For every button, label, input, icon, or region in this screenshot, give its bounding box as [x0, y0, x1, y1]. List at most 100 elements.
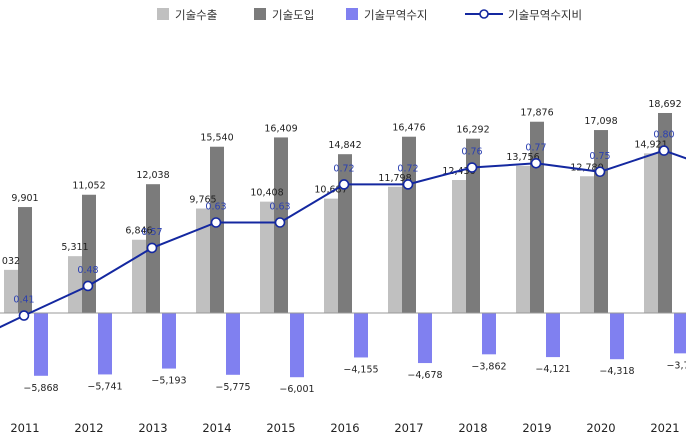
ratio-point-2012: [82, 280, 94, 292]
label-balance-2018: −3,862: [471, 361, 506, 372]
x-tick-2021: 2021: [650, 421, 679, 435]
bar-import-2011: [18, 207, 32, 313]
bar-export-2021: [644, 153, 658, 313]
label-export-2014: 9,765: [189, 195, 216, 206]
ratio-label-2019: 0.77: [525, 142, 546, 153]
legend-swatch-2: [346, 8, 358, 20]
label-balance-2016: −4,155: [343, 364, 378, 375]
bar-import-2014: [210, 146, 224, 313]
x-tick-2018: 2018: [458, 421, 487, 435]
label-import-2014: 15,540: [200, 133, 233, 144]
ratio-point-2017: [402, 179, 414, 190]
label-export-2016: 10,687: [314, 185, 347, 196]
legend-swatch-0: [157, 8, 169, 20]
bar-balance-2017: [418, 313, 432, 364]
ratio-label-2012: 0.48: [77, 265, 98, 276]
label-export-2011: 032: [2, 256, 20, 267]
label-import-2015: 16,409: [264, 123, 297, 134]
bar-export-2019: [516, 165, 530, 313]
label-balance-2014: −5,775: [215, 382, 250, 393]
label-export-2020: 12,780: [570, 162, 603, 173]
label-export-2017: 11,798: [378, 173, 411, 184]
ratio-label-2011: 0.41: [13, 295, 34, 306]
bar-balance-2018: [482, 313, 496, 355]
bar-export-2014: [196, 208, 210, 313]
label-import-2019: 17,876: [520, 108, 553, 119]
bar-balance-2019: [546, 313, 560, 358]
legend-label-1: 기술도입: [272, 8, 314, 22]
ratio-label-2016: 0.72: [333, 163, 354, 174]
label-balance-2011: −5,868: [23, 383, 58, 394]
label-export-2021: 14,921: [634, 139, 667, 150]
ratio-point-2021: [658, 145, 670, 156]
legend-marker-ratio: [479, 9, 489, 19]
label-balance-2019: −4,121: [535, 364, 570, 375]
ratio-point-2013: [146, 242, 158, 254]
bar-balance-2015: [290, 313, 304, 378]
label-import-2018: 16,292: [456, 125, 489, 136]
bar-balance-2013: [162, 313, 176, 369]
bar-balance-2020: [610, 313, 624, 360]
bar-export-2011: [4, 269, 18, 313]
ratio-label-2013: 0.57: [141, 227, 162, 238]
x-tick-2015: 2015: [266, 421, 295, 435]
bar-export-2012: [68, 256, 82, 313]
ratio-label-2014: 0.63: [205, 202, 226, 213]
bar-balance-2016: [354, 313, 368, 358]
label-balance-2020: −4,318: [599, 366, 634, 377]
bar-import-2016: [338, 154, 352, 313]
label-import-2013: 12,038: [136, 170, 169, 181]
label-balance-2017: −4,678: [407, 370, 442, 381]
ratio-point-2018: [466, 162, 478, 173]
x-tick-2012: 2012: [74, 421, 103, 435]
label-export-2015: 10,408: [250, 188, 283, 199]
label-export-2013: 6,846: [125, 226, 152, 237]
legend-label-3: 기술무역수지비: [508, 8, 582, 22]
label-balance-2012: −5,741: [87, 381, 122, 392]
bar-export-2020: [580, 176, 594, 313]
bar-export-2016: [324, 198, 338, 313]
label-balance-2013: −5,193: [151, 376, 186, 387]
x-tick-2014: 2014: [202, 421, 231, 435]
x-tick-2011: 2011: [10, 421, 39, 435]
ratio-label-2017: 0.72: [397, 163, 418, 174]
ratio-label-2015: 0.63: [269, 202, 290, 213]
ratio-point-2015: [274, 217, 286, 228]
bar-balance-2012: [98, 313, 112, 375]
label-import-2020: 17,098: [584, 116, 617, 127]
label-import-2017: 16,476: [392, 123, 425, 134]
ratio-label-2020: 0.75: [589, 151, 610, 162]
bar-export-2018: [452, 179, 466, 313]
ratio-label-2021: 0.80: [653, 130, 674, 141]
bar-balance-2011: [34, 313, 48, 376]
bar-balance-2021: [674, 313, 686, 354]
ratio-point-2019: [530, 157, 542, 169]
legend-label-0: 기술수출: [175, 8, 217, 22]
label-export-2019: 13,756: [506, 152, 539, 163]
ratio-point-2014: [210, 217, 222, 228]
legend-swatch-1: [254, 8, 266, 20]
x-tick-2020: 2020: [586, 421, 615, 435]
label-export-2012: 5,311: [61, 242, 88, 253]
label-import-2011: 9,901: [11, 193, 38, 204]
bar-export-2013: [132, 239, 146, 313]
x-tick-2013: 2013: [138, 421, 167, 435]
bar-balance-2014: [226, 313, 240, 375]
bar-export-2015: [260, 201, 274, 313]
bar-import-2012: [82, 194, 96, 313]
ratio-point-2011: [18, 310, 30, 321]
label-import-2016: 14,842: [328, 140, 361, 151]
bar-export-2017: [388, 186, 402, 313]
bar-import-2018: [466, 138, 480, 313]
ratio-label-2018: 0.76: [461, 147, 482, 158]
ratio-point-2016: [338, 179, 350, 190]
label-balance-2021: −3,77: [666, 360, 686, 371]
x-tick-2017: 2017: [394, 421, 423, 435]
label-balance-2015: −6,001: [279, 384, 314, 395]
label-import-2012: 11,052: [72, 181, 105, 192]
label-import-2021: 18,692: [648, 99, 681, 110]
legend-label-2: 기술무역수지: [364, 8, 427, 22]
bar-import-2019: [530, 121, 544, 313]
bar-import-2021: [658, 112, 672, 313]
